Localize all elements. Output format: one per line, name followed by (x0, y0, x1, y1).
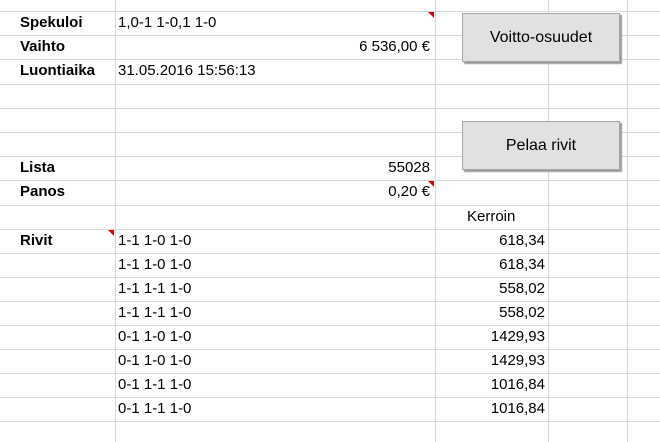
gridline (0, 373, 660, 374)
voitto-osuudet-button[interactable]: Voitto-osuudet (462, 13, 620, 62)
kerroin-cell[interactable]: 1429,93 (490, 352, 545, 369)
gridline (0, 59, 660, 60)
gridline (0, 156, 660, 157)
rivi-cell[interactable]: 0-1 1-1 1-0 (118, 376, 192, 393)
kerroin-cell[interactable]: 1016,84 (490, 376, 545, 393)
rivi-cell[interactable]: 0-1 1-0 1-0 (118, 352, 192, 369)
comment-indicator-icon[interactable] (428, 12, 434, 18)
luontiaika-label[interactable]: Luontiaika (20, 62, 96, 79)
gridline (0, 325, 660, 326)
vaihto-value[interactable]: 6 536,00 € (359, 38, 430, 55)
lista-label[interactable]: Lista (20, 159, 56, 176)
rivi-cell[interactable]: 0-1 1-1 1-0 (118, 400, 192, 417)
vaihto-label[interactable]: Vaihto (20, 38, 66, 55)
gridline (0, 84, 660, 85)
gridline (0, 108, 660, 109)
rivi-cell[interactable]: 1-1 1-1 1-0 (118, 280, 192, 297)
comment-indicator-icon[interactable] (428, 181, 434, 187)
rivi-cell[interactable]: 1-1 1-0 1-0 (118, 256, 192, 273)
gridline (0, 180, 660, 181)
kerroin-cell[interactable]: 1429,93 (490, 328, 545, 345)
gridline (0, 205, 660, 206)
kerroin-cell[interactable]: 558,02 (499, 304, 545, 321)
rivit-label[interactable]: Rivit (20, 232, 53, 249)
gridline (0, 35, 660, 36)
gridline (0, 301, 660, 302)
lista-value[interactable]: 55028 (388, 159, 430, 176)
panos-value[interactable]: 0,20 € (388, 183, 430, 200)
gridline (627, 0, 628, 442)
gridline (0, 397, 660, 398)
gridline (0, 253, 660, 254)
kerroin-header[interactable]: Kerroin (467, 208, 516, 225)
kerroin-cell[interactable]: 618,34 (499, 232, 545, 249)
rivi-cell[interactable]: 0-1 1-0 1-0 (118, 328, 192, 345)
rivi-cell[interactable]: 1-1 1-0 1-0 (118, 232, 192, 249)
gridline (0, 229, 660, 230)
gridline (0, 11, 660, 12)
pelaa-rivit-button[interactable]: Pelaa rivit (462, 121, 620, 170)
rivi-cell[interactable]: 1-1 1-1 1-0 (118, 304, 192, 321)
gridline (115, 0, 116, 442)
kerroin-cell[interactable]: 618,34 (499, 256, 545, 273)
gridline (435, 0, 436, 442)
gridline (0, 132, 660, 133)
comment-indicator-icon[interactable] (108, 230, 114, 236)
luontiaika-value[interactable]: 31.05.2016 15:56:13 (118, 62, 256, 79)
panos-label[interactable]: Panos (20, 183, 66, 200)
kerroin-cell[interactable]: 1016,84 (490, 400, 545, 417)
spekuloi-value[interactable]: 1,0-1 1-0,1 1-0 (118, 14, 217, 31)
gridline (0, 277, 660, 278)
gridline (548, 0, 549, 442)
kerroin-cell[interactable]: 558,02 (499, 280, 545, 297)
spekuloi-label[interactable]: Spekuloi (20, 14, 83, 31)
gridline (0, 421, 660, 422)
gridline (0, 349, 660, 350)
